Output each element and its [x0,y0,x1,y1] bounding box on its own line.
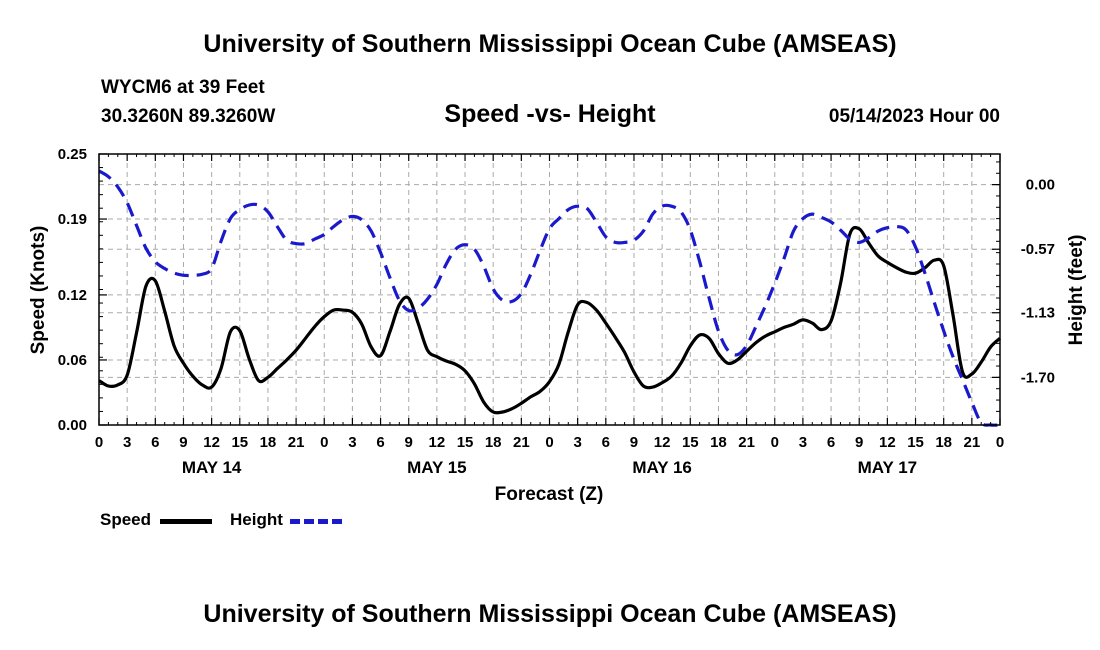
axis-labels: 0 3 6 9 12 15 18 21 0 3 6 9 12 15 18 21 0 3 6 9 12 15 18 21 0 3 6 9… [58,146,1055,477]
x-tick-label: 15 [457,434,474,451]
day-label: MAY 15 [407,458,467,477]
x-tick-label: 0 [95,434,103,451]
x-tick-label: 12 [879,434,896,451]
chart-subtitle: Speed -vs- Height [444,100,656,128]
x-tick-label: 21 [738,434,755,451]
x-tick-label: 3 [348,434,356,451]
axis-ticks [98,153,1001,426]
y-tick-label-right: -0.57 [1021,241,1055,258]
x-tick-label: 21 [964,434,981,451]
x-tick-label: 12 [654,434,671,451]
grid-lines [99,154,1000,425]
x-tick-label: 15 [907,434,924,451]
speed-series-line [98,225,1002,415]
station-coordinates: 30.3260N 89.3260W [101,106,276,127]
x-tick-label: 0 [545,434,553,451]
x-tick-label: 0 [996,434,1004,451]
day-label: MAY 17 [858,458,918,477]
x-tick-label: 21 [513,434,530,451]
x-tick-label: 3 [799,434,807,451]
series-lines [98,169,1002,427]
y-axis-title-left: Speed (Knots) [28,226,49,355]
x-tick-label: 9 [179,434,187,451]
day-label: MAY 16 [632,458,692,477]
x-tick-label: 18 [710,434,727,451]
height-series-line [98,169,1001,427]
x-tick-label: 6 [151,434,159,451]
legend-speed-label: Speed [100,510,152,529]
x-tick-label: 18 [260,434,277,451]
legend-speed-swatch [160,519,212,524]
day-label: MAY 14 [182,458,242,477]
x-tick-label: 9 [630,434,638,451]
legend: Speed Height [100,510,360,530]
x-tick-label: 6 [827,434,835,451]
legend-height-swatch [290,519,342,524]
x-tick-label: 15 [682,434,699,451]
x-tick-label: 18 [485,434,502,451]
x-tick-label: 12 [203,434,220,451]
y-tick-label-left: 0.25 [58,146,87,163]
x-axis-title: Forecast (Z) [495,484,604,505]
y-tick-label-left: 0.19 [58,211,87,228]
x-tick-label: 3 [123,434,131,451]
x-tick-label: 18 [935,434,952,451]
x-tick-label: 0 [320,434,328,451]
x-tick-label: 12 [429,434,446,451]
x-tick-label: 15 [231,434,248,451]
y-tick-label-left: 0.12 [58,287,87,304]
x-tick-label: 6 [602,434,610,451]
legend-height-label: Height [230,510,283,529]
chart-title-bottom: University of Southern Mississippi Ocean… [203,600,897,628]
y-tick-label-right: 0.00 [1026,177,1055,194]
x-tick-label: 3 [573,434,581,451]
x-tick-label: 6 [376,434,384,451]
x-tick-label: 9 [855,434,863,451]
chart-title-top: University of Southern Mississippi Ocean… [203,30,897,58]
y-tick-label-right: -1.70 [1021,369,1055,386]
y-tick-label-right: -1.13 [1021,305,1055,322]
y-tick-label-left: 0.06 [58,352,87,369]
y-tick-label-left: 0.00 [58,417,87,434]
x-tick-label: 9 [405,434,413,451]
y-axis-title-right: Height (feet) [1066,235,1087,346]
station-label: WYCM6 at 39 Feet [101,77,265,98]
x-tick-label: 0 [771,434,779,451]
forecast-date: 05/14/2023 Hour 00 [828,106,1000,127]
x-tick-label: 21 [288,434,305,451]
